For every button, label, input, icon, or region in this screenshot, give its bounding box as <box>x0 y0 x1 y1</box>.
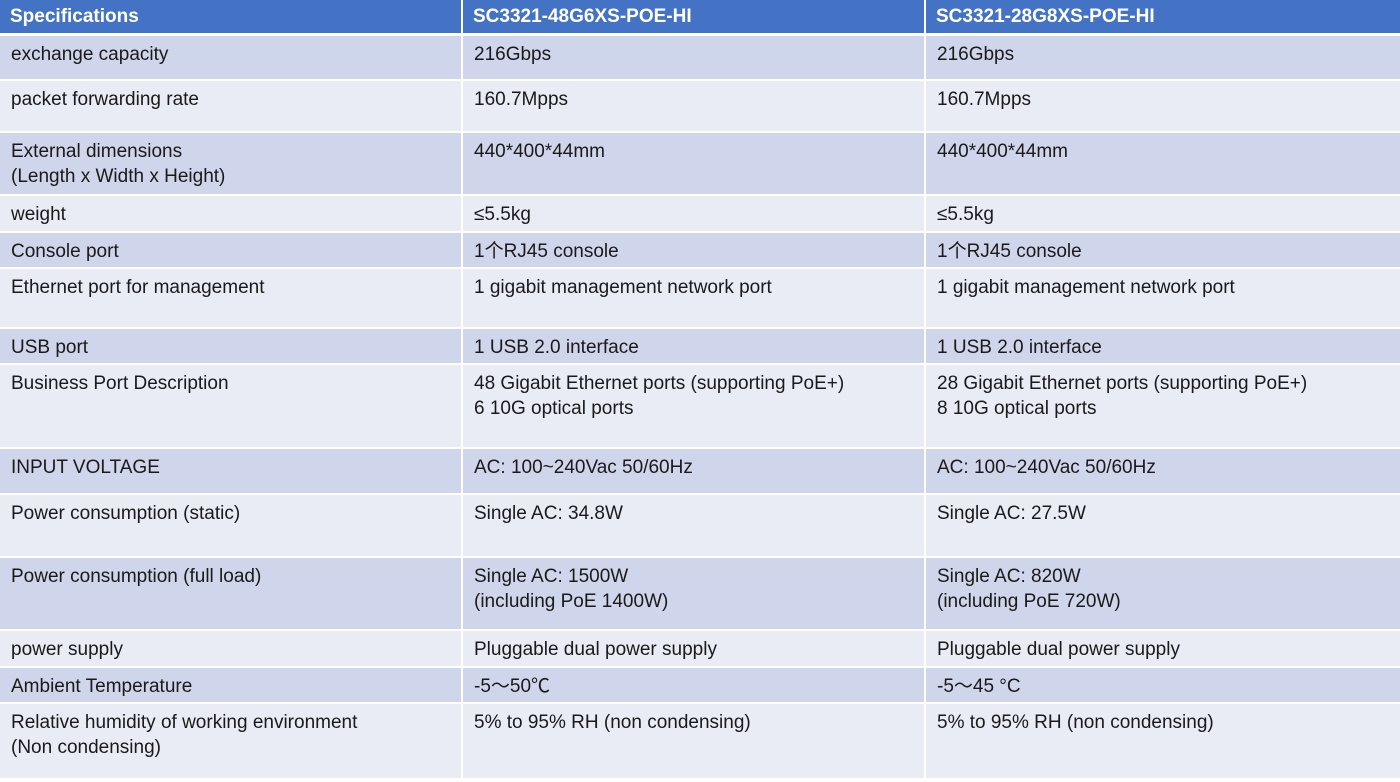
model-b-value: 1个RJ45 console <box>925 231 1400 269</box>
model-a-value: 440*400*44mm <box>462 131 926 196</box>
header-model-b: SC3321-28G8XS-POE-HI <box>925 0 1400 36</box>
model-a-value: 1 USB 2.0 interface <box>462 327 926 365</box>
spec-label: packet forwarding rate <box>0 79 463 133</box>
model-b-value: Pluggable dual power supply <box>925 629 1400 668</box>
spec-label: power supply <box>0 629 463 668</box>
spec-label: INPUT VOLTAGE <box>0 447 463 495</box>
header-row: Specifications SC3321-48G6XS-POE-HI SC33… <box>0 0 1400 36</box>
table-row: Ambient Temperature -5～50℃ -5～45 °C <box>0 666 1400 704</box>
table-row: Console port 1个RJ45 console 1个RJ45 conso… <box>0 231 1400 269</box>
table-row: power supply Pluggable dual power supply… <box>0 629 1400 668</box>
model-a-value: 1 gigabit management network port <box>462 267 926 329</box>
model-b-value: ≤5.5kg <box>925 194 1400 233</box>
spec-label: Ambient Temperature <box>0 666 463 704</box>
table-row: Power consumption (full load) Single AC:… <box>0 556 1400 631</box>
table-row: Ethernet port for management 1 gigabit m… <box>0 267 1400 329</box>
model-a-value: 160.7Mpps <box>462 79 926 133</box>
model-b-value: 440*400*44mm <box>925 131 1400 196</box>
model-b-value: 216Gbps <box>925 34 1400 81</box>
model-b-value: AC: 100~240Vac 50/60Hz <box>925 447 1400 495</box>
model-a-value: 5% to 95% RH (non condensing) <box>462 702 926 780</box>
table-row: weight ≤5.5kg ≤5.5kg <box>0 194 1400 233</box>
spec-label: Ethernet port for management <box>0 267 463 329</box>
model-a-value: Pluggable dual power supply <box>462 629 926 668</box>
model-a-value: AC: 100~240Vac 50/60Hz <box>462 447 926 495</box>
model-b-value: 160.7Mpps <box>925 79 1400 133</box>
table-row: Relative humidity of working environment… <box>0 702 1400 780</box>
header-specifications: Specifications <box>0 0 463 36</box>
model-b-value: 1 gigabit management network port <box>925 267 1400 329</box>
model-b-value: Single AC: 820W (including PoE 720W) <box>925 556 1400 631</box>
model-b-value: -5～45 °C <box>925 666 1400 704</box>
table-row: packet forwarding rate 160.7Mpps 160.7Mp… <box>0 79 1400 133</box>
spec-label: Relative humidity of working environment… <box>0 702 463 780</box>
table-row: Power consumption (static) Single AC: 34… <box>0 493 1400 558</box>
spec-label: exchange capacity <box>0 34 463 81</box>
table-row: External dimensions (Length x Width x He… <box>0 131 1400 196</box>
spec-label: Console port <box>0 231 463 269</box>
table-row: Business Port Description 48 Gigabit Eth… <box>0 363 1400 449</box>
model-a-value: Single AC: 34.8W <box>462 493 926 558</box>
header-model-a: SC3321-48G6XS-POE-HI <box>462 0 926 36</box>
model-b-value: 5% to 95% RH (non condensing) <box>925 702 1400 780</box>
model-a-value: 216Gbps <box>462 34 926 81</box>
model-b-value: Single AC: 27.5W <box>925 493 1400 558</box>
table-row: USB port 1 USB 2.0 interface 1 USB 2.0 i… <box>0 327 1400 365</box>
model-a-value: 1个RJ45 console <box>462 231 926 269</box>
model-a-value: 48 Gigabit Ethernet ports (supporting Po… <box>462 363 926 449</box>
spec-label: Business Port Description <box>0 363 463 449</box>
table-row: exchange capacity 216Gbps 216Gbps <box>0 34 1400 81</box>
model-a-value: ≤5.5kg <box>462 194 926 233</box>
spec-label: Power consumption (full load) <box>0 556 463 631</box>
spec-label: External dimensions (Length x Width x He… <box>0 131 463 196</box>
model-a-value: Single AC: 1500W (including PoE 1400W) <box>462 556 926 631</box>
spec-label: Power consumption (static) <box>0 493 463 558</box>
spec-label: weight <box>0 194 463 233</box>
model-a-value: -5～50℃ <box>462 666 926 704</box>
model-b-value: 28 Gigabit Ethernet ports (supporting Po… <box>925 363 1400 449</box>
spec-label: USB port <box>0 327 463 365</box>
table-row: INPUT VOLTAGE AC: 100~240Vac 50/60Hz AC:… <box>0 447 1400 495</box>
model-b-value: 1 USB 2.0 interface <box>925 327 1400 365</box>
